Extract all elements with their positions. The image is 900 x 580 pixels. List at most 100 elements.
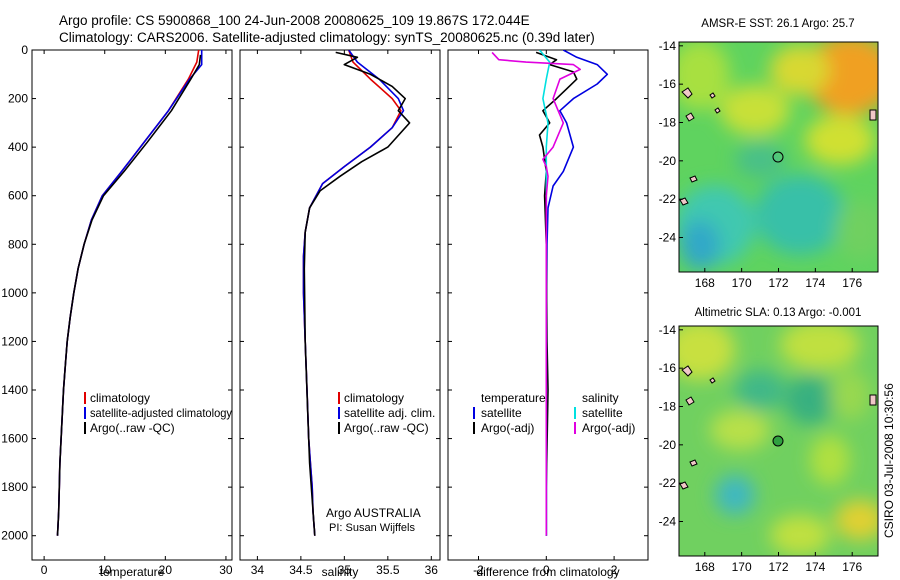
x-tick-label: -2 <box>473 563 484 577</box>
map-x-tick-label: 172 <box>768 560 788 574</box>
y-tick-label: 1400 <box>1 383 28 397</box>
legend-temp-argo: Argo(-adj) <box>481 421 534 435</box>
map-y-tick-label: -24 <box>659 231 677 245</box>
sst-map-axes: 168 170 172 174 176 -14 -16 -18 -20 -22 -24 <box>659 39 863 290</box>
sla-field <box>679 326 878 556</box>
series-line-satellite-adj-clim- <box>302 50 405 536</box>
map-y-tick-label: -18 <box>659 116 677 130</box>
float-pi: PI: Susan Wijffels <box>329 522 415 534</box>
depth-axis: 0 200 400 600 800 1000 1200 1400 1600 1800 2000 <box>1 43 232 543</box>
map-y-tick-label: -14 <box>659 39 677 53</box>
map-y-tick-label: -20 <box>659 154 677 168</box>
series-line-salinity-satellite <box>538 50 551 536</box>
x-tick-label: 30 <box>219 563 233 577</box>
map-x-tick-label: 174 <box>805 276 825 290</box>
map-y-tick-label: -16 <box>659 361 677 375</box>
float-agency: Argo AUSTRALIA <box>326 506 421 520</box>
y-tick-label: 1600 <box>1 432 28 446</box>
sst-map: AMSR-E SST: 26.1 Argo: 25.7 <box>659 18 879 290</box>
legend-sal-satellite: satellite <box>582 406 623 420</box>
difference-y-ticks <box>448 49 648 537</box>
x-tick-label: 36 <box>425 563 439 577</box>
salinity-panel: 34 34.5 35 35.5 36 salinity climatology sate… <box>239 49 441 579</box>
temperature-x-axis: 0 10 20 30 <box>41 50 233 577</box>
legend-climatology: climatology <box>344 391 404 405</box>
map-y-tick-label: -20 <box>659 438 677 452</box>
map-x-tick-label: 172 <box>768 276 788 290</box>
map-x-tick-label: 176 <box>842 276 862 290</box>
difference-panel: -2 0 2 difference from climatology tempera… <box>447 49 649 579</box>
y-tick-label: 200 <box>8 92 28 106</box>
y-tick-label: 2000 <box>1 529 28 543</box>
x-tick-label: 0 <box>543 563 550 577</box>
sla-map-title: Altimetric SLA: 0.13 Argo: -0.001 <box>695 307 862 319</box>
map-y-tick-label: -24 <box>659 515 677 529</box>
float-location-marker <box>772 151 784 163</box>
y-tick-label: 800 <box>8 237 28 251</box>
creation-stamp: CSIRO 03-Jul-2008 10:30:56 <box>882 383 896 538</box>
y-tick-label: 1000 <box>1 286 28 300</box>
salinity-y-ticks <box>240 49 440 537</box>
y-tick-label: 600 <box>8 189 28 203</box>
difference-axes <box>447 49 649 561</box>
legend-satellite-adj: satellite adj. clim. <box>344 406 435 420</box>
x-tick-label: 10 <box>98 563 112 577</box>
temperature-xlabel: temperature <box>100 565 165 579</box>
salinity-x-axis: 34 34.5 35 35.5 36 <box>251 50 439 577</box>
map-y-tick-label: -14 <box>659 323 677 337</box>
legend-title-temperature: temperature <box>481 391 546 405</box>
legend-argo: Argo(..raw -QC) <box>90 421 175 435</box>
map-x-tick-label: 176 <box>842 560 862 574</box>
map-y-tick-label: -22 <box>659 192 677 206</box>
legend-argo: Argo(..raw -QC) <box>344 421 429 435</box>
legend-sal-argo: Argo(-adj) <box>582 421 635 435</box>
y-tick-label: 1800 <box>1 480 28 494</box>
sla-map: Altimetric SLA: 0.13 Argo: -0.001 <box>659 307 879 574</box>
island-shapes <box>679 365 877 490</box>
series-line-climatology <box>302 50 402 536</box>
header-line1: Argo profile: CS 5900868_100 24-Jun-2008… <box>59 13 530 28</box>
map-x-tick-label: 168 <box>695 560 715 574</box>
legend-climatology: climatology <box>90 391 150 405</box>
series-line-satellite-adjusted-climatology <box>56 50 203 536</box>
map-x-tick-label: 170 <box>732 276 752 290</box>
map-y-tick-label: -22 <box>659 476 677 490</box>
map-y-tick-label: -18 <box>659 400 677 414</box>
map-x-tick-label: 168 <box>695 276 715 290</box>
x-tick-label: 34.5 <box>289 563 313 577</box>
map-x-tick-label: 170 <box>732 560 752 574</box>
header-line2: Climatology: CARS2006. Satellite-adjuste… <box>59 30 595 45</box>
temperature-series <box>56 50 203 536</box>
salinity-xlabel: salinity <box>322 565 359 579</box>
sst-field <box>679 42 878 272</box>
legend-temp-satellite: satellite <box>481 406 522 420</box>
map-y-tick-label: -16 <box>659 77 677 91</box>
island-shapes <box>679 87 877 206</box>
series-line-argo-raw-qc- <box>303 51 411 536</box>
salinity-series <box>302 50 411 536</box>
x-tick-label: 20 <box>159 563 173 577</box>
difference-xlabel: difference from climatology <box>476 565 619 579</box>
legend-title-salinity: salinity <box>582 391 619 405</box>
series-line-temperature-satellite <box>545 50 609 536</box>
y-tick-label: 0 <box>21 43 28 57</box>
x-tick-label: 2 <box>611 563 618 577</box>
x-tick-label: 34 <box>251 563 265 577</box>
difference-series <box>491 50 609 536</box>
x-tick-label: 35.5 <box>376 563 400 577</box>
float-location-marker <box>772 435 784 447</box>
temperature-panel: 0 200 400 600 800 1000 1200 1400 1600 1800 2000 0 1… <box>1 43 233 579</box>
salinity-axes <box>239 49 441 561</box>
x-tick-label: 0 <box>41 563 48 577</box>
series-line-temperature-argo-adj- <box>535 51 578 536</box>
x-tick-label: 35 <box>338 563 352 577</box>
y-tick-label: 1200 <box>1 334 28 348</box>
series-line-argo-raw-qc- <box>56 54 202 536</box>
salinity-legend: climatology satellite adj. clim. Argo(..… <box>338 391 435 435</box>
legend-satellite-adjusted: satellite-adjusted climatology <box>90 406 232 420</box>
temperature-axes <box>31 49 233 561</box>
difference-legend: temperature salinity satellite Argo(-adj… <box>473 391 635 435</box>
y-tick-label: 400 <box>8 140 28 154</box>
sst-map-title: AMSR-E SST: 26.1 Argo: 25.7 <box>701 18 854 30</box>
